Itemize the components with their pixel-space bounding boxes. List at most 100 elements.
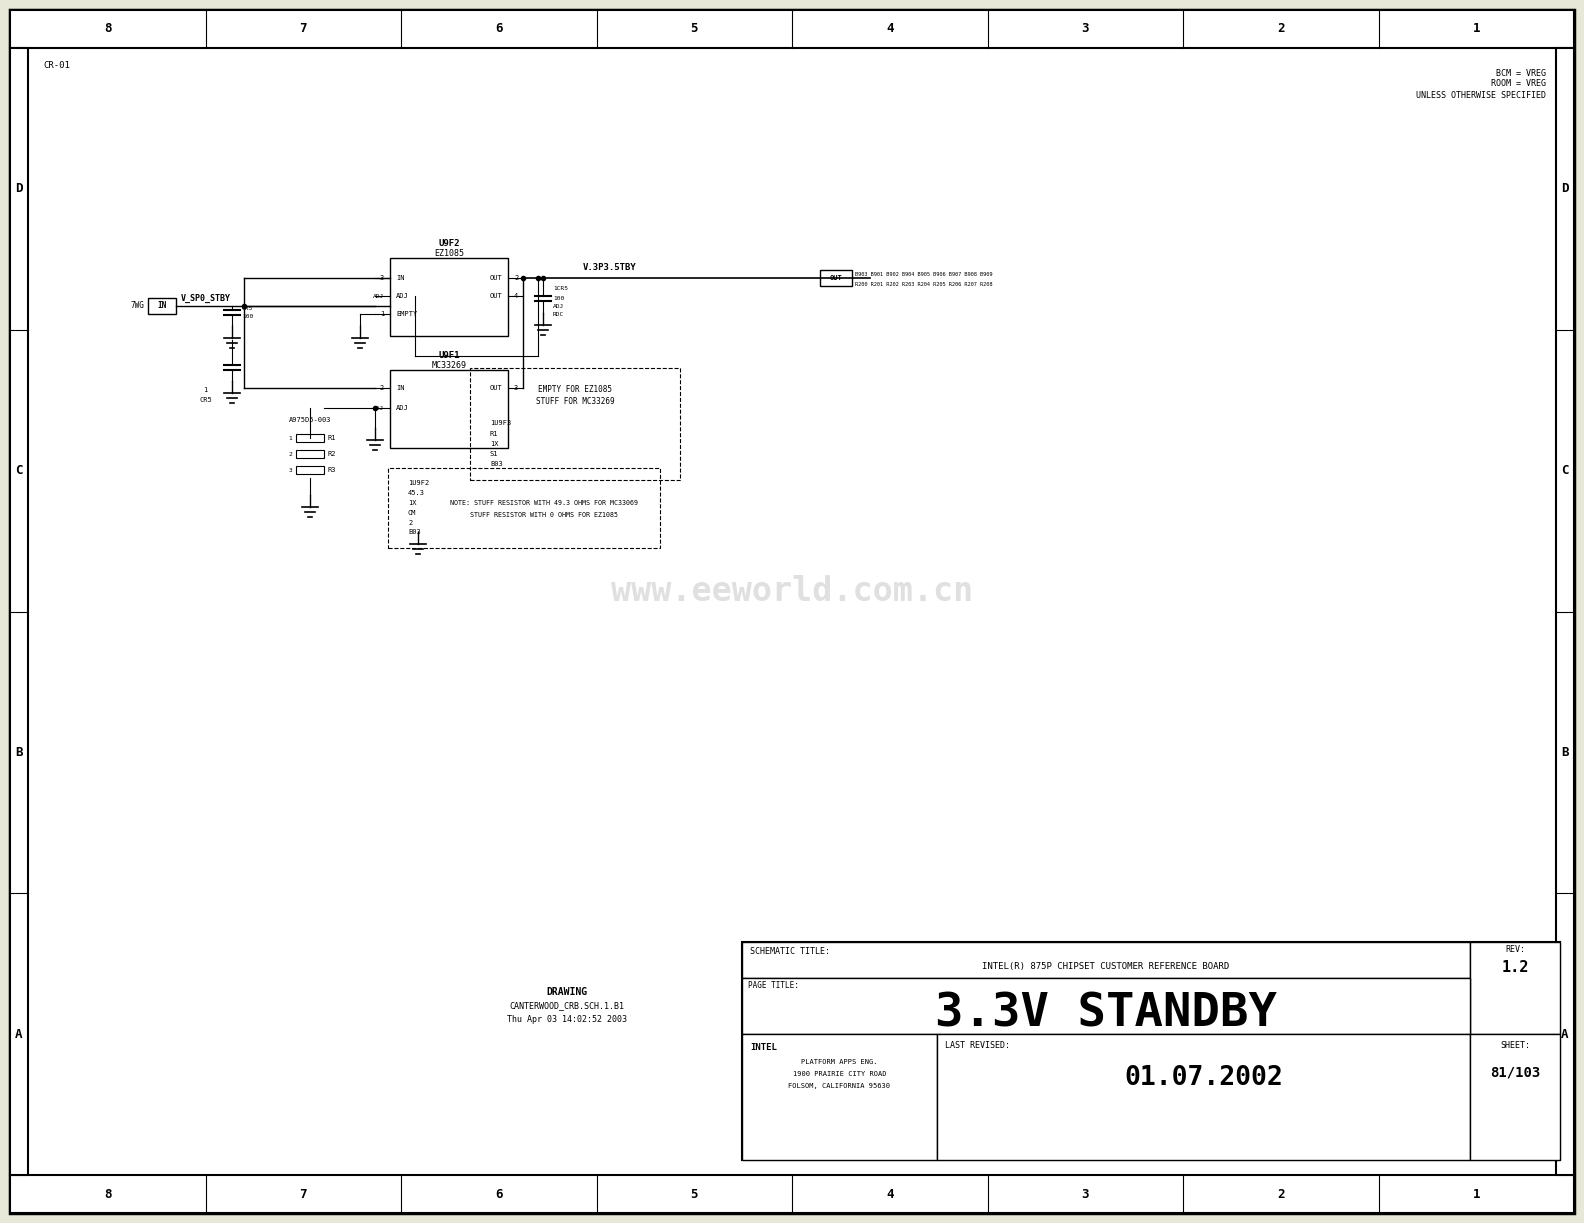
Text: 3: 3 [513,385,518,391]
Bar [296,450,325,457]
Text: 1: 1 [203,386,208,393]
Text: 2: 2 [288,451,291,456]
Text: EZ1085: EZ1085 [434,249,464,258]
Text: REV:: REV: [1505,945,1525,954]
Text: ADJ: ADJ [396,405,409,411]
Text: 3: 3 [288,467,291,472]
Text: D: D [16,182,22,196]
Text: A: A [1562,1027,1568,1041]
Text: 7: 7 [299,1188,307,1201]
Text: ADJ: ADJ [372,406,383,411]
Text: CM: CM [409,510,417,516]
Text: OUT: OUT [830,275,843,281]
Text: 45.3: 45.3 [409,490,425,497]
Text: 2: 2 [409,520,412,526]
Text: MC33269: MC33269 [431,362,467,371]
Text: 3: 3 [1082,1188,1090,1201]
Text: Thu Apr 03 14:02:52 2003: Thu Apr 03 14:02:52 2003 [507,1015,627,1025]
Text: PLATFORM APPS ENG.: PLATFORM APPS ENG. [802,1059,878,1065]
Text: R1: R1 [328,435,336,442]
Text: 8: 8 [105,1188,111,1201]
Text: B: B [1562,746,1568,759]
Text: RDC: RDC [553,312,564,317]
Bar [741,1033,938,1159]
Bar [390,371,508,448]
Text: 7: 7 [299,22,307,35]
Text: 3.3V STANDBY: 3.3V STANDBY [935,992,1277,1037]
Text: 1: 1 [1473,22,1479,35]
Bar [741,942,1560,1159]
Text: 100: 100 [553,296,564,301]
Bar [1470,1033,1560,1159]
Text: R3: R3 [328,467,336,473]
Bar [1470,942,1560,1033]
Text: ADJ: ADJ [553,303,564,308]
Text: STUFF RESISTOR WITH 0 OHMS FOR EZ1085: STUFF RESISTOR WITH 0 OHMS FOR EZ1085 [470,512,618,519]
Bar [741,978,1470,1033]
Text: SCHEMATIC TITLE:: SCHEMATIC TITLE: [749,947,830,955]
Text: S1: S1 [489,451,499,457]
Text: B903 B901 B902 B904 B905 B906 B907 B908 B909: B903 B901 B902 B904 B905 B906 B907 B908 … [855,272,993,276]
Bar [10,10,1574,48]
Text: CR-01: CR-01 [43,61,70,71]
Text: 3: 3 [1082,22,1090,35]
Text: SHEET:: SHEET: [1500,1042,1530,1051]
Text: LAST REVISED:: LAST REVISED: [946,1042,1011,1051]
Text: 8: 8 [105,22,111,35]
Bar [1555,48,1574,1175]
Text: DRAWING: DRAWING [546,987,588,997]
Text: IN: IN [396,275,404,281]
Text: 1.2: 1.2 [1502,960,1529,976]
Text: B: B [16,746,22,759]
Text: CANTERWOOD_CRB.SCH.1.B1: CANTERWOOD_CRB.SCH.1.B1 [510,1002,624,1010]
Text: ADJ: ADJ [372,294,383,298]
Text: 6: 6 [494,1188,502,1201]
Text: 1X: 1X [489,442,499,446]
Text: A975D5-003: A975D5-003 [288,417,331,423]
Text: C: C [1562,464,1568,477]
Text: 1X: 1X [409,500,417,506]
Text: FOLSOM, CALIFORNIA 95630: FOLSOM, CALIFORNIA 95630 [789,1084,890,1088]
Text: 1U9F2: 1U9F2 [409,479,429,486]
Text: 81/103: 81/103 [1491,1065,1540,1079]
Text: 2: 2 [1277,1188,1285,1201]
Text: ADJ: ADJ [396,294,409,298]
Text: R1: R1 [489,430,499,437]
Bar [296,466,325,475]
Bar [938,1033,1470,1159]
Text: OUT: OUT [489,275,502,281]
Bar [470,368,680,479]
Text: 1CR5: 1CR5 [553,285,569,291]
Text: V.3P3.5TBY: V.3P3.5TBY [583,263,637,273]
Text: A: A [16,1027,22,1041]
Text: 4: 4 [885,1188,893,1201]
Text: IN: IN [157,302,166,311]
Text: B03: B03 [409,530,421,534]
Text: 1: 1 [288,435,291,440]
Text: PAGE TITLE:: PAGE TITLE: [748,982,798,991]
Text: OUT: OUT [489,294,502,298]
Bar [390,258,508,336]
Text: 1: 1 [1473,1188,1479,1201]
Text: 5: 5 [691,1188,699,1201]
Text: U9F1: U9F1 [439,351,459,361]
Text: D: D [1562,182,1568,196]
Text: STUFF FOR MC33269: STUFF FOR MC33269 [535,397,615,406]
Bar [10,48,29,1175]
Text: 1U9F3: 1U9F3 [489,419,512,426]
Text: 2: 2 [380,385,383,391]
Text: R200 R201 R202 R203 R204 R205 R206 R207 R208: R200 R201 R202 R203 R204 R205 R206 R207 … [855,281,993,286]
Text: 2: 2 [513,275,518,281]
Text: 100: 100 [242,313,253,318]
Text: UNLESS OTHERWISE SPECIFIED: UNLESS OTHERWISE SPECIFIED [1416,91,1546,99]
Text: 01.07.2002: 01.07.2002 [1125,1065,1283,1091]
Text: CR5: CR5 [200,397,212,404]
Text: 6: 6 [494,22,502,35]
Text: EMPTY FOR EZ1085: EMPTY FOR EZ1085 [539,385,611,395]
Bar [296,434,325,442]
Text: OUT: OUT [489,385,502,391]
Text: U9F2: U9F2 [439,240,459,248]
Bar [741,942,1470,978]
Text: CR5: CR5 [242,306,253,311]
Text: EMPTY: EMPTY [396,311,417,317]
